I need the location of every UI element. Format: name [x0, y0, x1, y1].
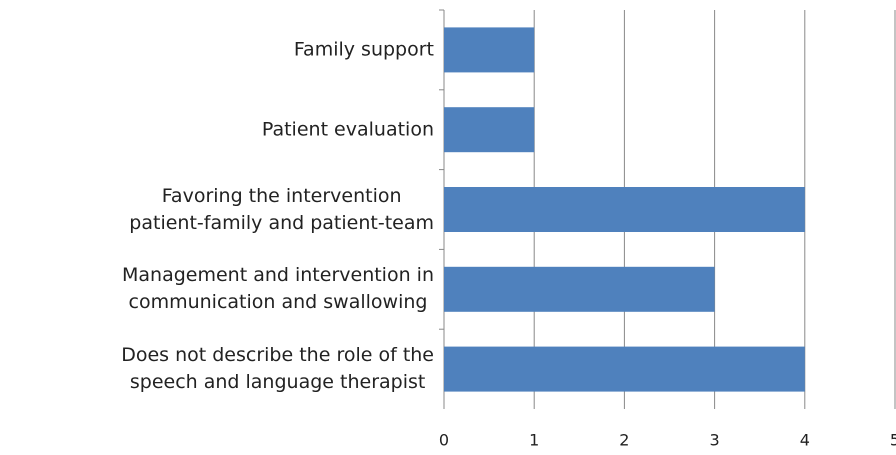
y-tick-label: Family support	[293, 38, 434, 61]
bar	[444, 187, 805, 232]
bar	[444, 346, 805, 392]
x-tick-label: 1	[529, 431, 539, 450]
y-tick-label: Patient evaluation	[261, 118, 434, 141]
x-tick-label: 4	[800, 431, 810, 450]
bar	[444, 266, 715, 312]
x-tick-label: 0	[439, 431, 449, 450]
y-tick-label: Favoring the intervention patient-family…	[129, 184, 434, 234]
x-tick-label: 3	[710, 431, 720, 450]
bar	[444, 107, 535, 153]
y-tick-label: Does not describe the role of the speech…	[121, 344, 434, 394]
bar	[444, 27, 535, 73]
x-tick-label: 5	[890, 431, 896, 450]
y-tick-label: Management and intervention in communica…	[122, 264, 434, 314]
x-tick-label: 2	[619, 431, 629, 450]
